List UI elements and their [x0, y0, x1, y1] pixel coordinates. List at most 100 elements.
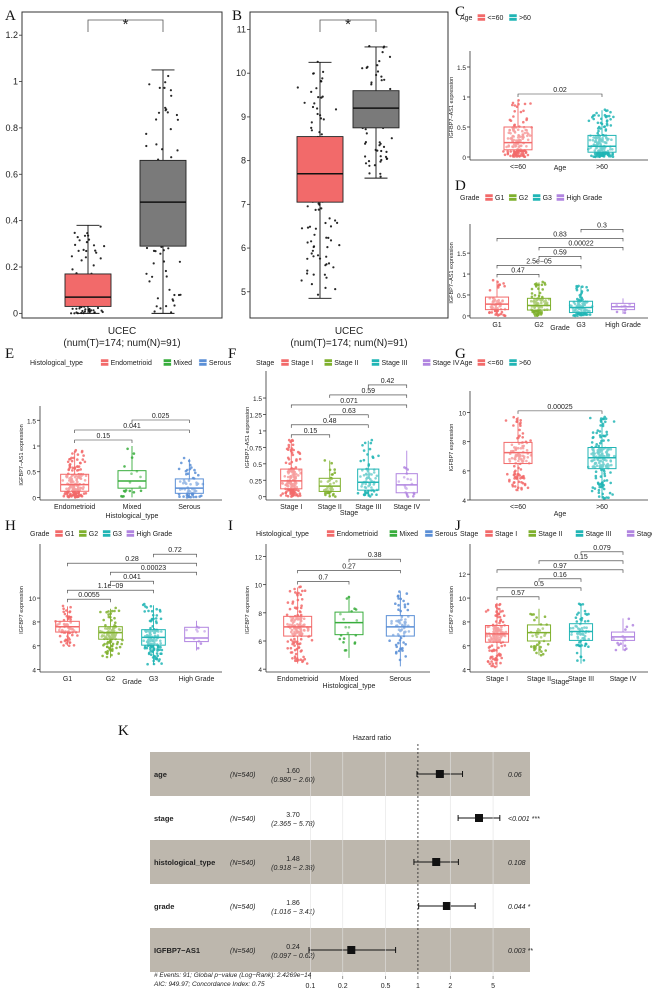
- legend-label: G2: [89, 531, 98, 538]
- data-point: [380, 75, 383, 78]
- data-point: [286, 494, 290, 498]
- x-tick-label: High Grade: [179, 676, 215, 683]
- legend-label: G1: [65, 531, 74, 538]
- data-point: [167, 74, 170, 78]
- data-point: [310, 90, 313, 93]
- data-point: [108, 646, 111, 650]
- forest-ci: (1.016 − 3.41): [271, 909, 315, 916]
- data-point: [186, 472, 190, 476]
- data-point: [536, 627, 540, 631]
- comparison-bracket: [496, 587, 582, 591]
- data-point: [359, 475, 362, 478]
- x-tick-label: Stage IV: [610, 676, 637, 683]
- y-axis-title: IGFBP7 expression: [449, 424, 455, 472]
- data-point: [295, 458, 298, 461]
- data-point: [145, 246, 149, 250]
- data-point: [286, 470, 290, 474]
- data-point: [604, 141, 607, 144]
- forest-n: (N=540): [230, 860, 255, 867]
- data-point: [333, 471, 337, 475]
- x-axis-title: Age: [554, 165, 567, 172]
- data-point: [69, 485, 72, 488]
- data-point: [334, 495, 337, 498]
- data-point: [176, 149, 179, 152]
- data-point: [146, 662, 149, 666]
- data-point: [147, 637, 151, 641]
- data-point: [317, 208, 320, 211]
- data-point: [396, 595, 400, 598]
- comparison-bracket: [110, 580, 154, 585]
- data-point: [589, 146, 592, 150]
- data-point: [513, 477, 516, 480]
- data-point: [530, 287, 534, 291]
- comparison-p-value: 0.72: [168, 547, 182, 554]
- box->60: [587, 134, 617, 153]
- data-point: [76, 236, 79, 239]
- data-point: [607, 448, 610, 451]
- comparison-bracket: [329, 394, 408, 398]
- data-point: [583, 309, 586, 312]
- data-point: [66, 474, 69, 478]
- data-point: [303, 629, 306, 632]
- data-point: [303, 101, 306, 104]
- data-point: [311, 105, 315, 109]
- data-point: [94, 249, 97, 252]
- data-point: [533, 618, 536, 622]
- data-point: [389, 87, 392, 91]
- y-tick-label: 0.5: [457, 125, 466, 132]
- box-Endometrioid: [60, 473, 90, 492]
- data-point: [291, 602, 294, 605]
- data-point: [299, 606, 303, 610]
- data-point: [82, 248, 85, 251]
- data-point: [194, 489, 198, 493]
- data-point: [395, 650, 398, 654]
- data-point: [293, 633, 297, 636]
- data-point: [504, 630, 508, 634]
- data-point: [521, 446, 525, 450]
- data-point: [514, 145, 517, 148]
- data-point: [178, 495, 181, 499]
- data-point: [378, 141, 381, 144]
- data-point: [525, 459, 528, 463]
- forest-n: (N=540): [230, 904, 255, 911]
- data-point: [299, 629, 303, 632]
- data-point: [199, 642, 203, 645]
- data-point: [306, 269, 309, 272]
- data-point: [306, 257, 309, 260]
- x-tick-label: Stage IV: [393, 504, 420, 511]
- data-point: [76, 453, 80, 456]
- data-point: [293, 624, 297, 627]
- data-point: [320, 96, 323, 99]
- data-point: [520, 486, 523, 490]
- comparison-p-value: 0.48: [323, 418, 337, 425]
- box-N: [352, 90, 400, 129]
- data-point: [581, 632, 585, 635]
- data-point: [518, 434, 521, 438]
- x-tick-label: Stage III: [355, 504, 381, 511]
- data-point: [92, 264, 95, 267]
- data-point: [58, 634, 62, 638]
- data-point: [604, 420, 607, 424]
- data-point: [580, 626, 584, 630]
- data-point: [72, 480, 75, 484]
- data-point: [582, 659, 586, 662]
- data-point: [526, 138, 530, 142]
- data-point: [287, 438, 291, 442]
- data-point: [316, 107, 319, 110]
- data-point: [152, 262, 155, 265]
- legend-label: Mixed: [399, 531, 418, 538]
- data-point: [370, 493, 374, 496]
- legend-label: <=60: [487, 360, 503, 367]
- data-point: [624, 628, 627, 631]
- x-tick-label: G3: [149, 676, 158, 683]
- data-point: [543, 615, 547, 618]
- data-point: [521, 135, 525, 139]
- data-point: [84, 256, 87, 259]
- legend-label: >60: [519, 360, 531, 367]
- data-point: [298, 457, 302, 461]
- data-point: [355, 619, 359, 622]
- y-tick-label: 8: [462, 620, 466, 627]
- data-point: [294, 483, 297, 487]
- data-point: [167, 247, 170, 250]
- data-point: [599, 146, 602, 149]
